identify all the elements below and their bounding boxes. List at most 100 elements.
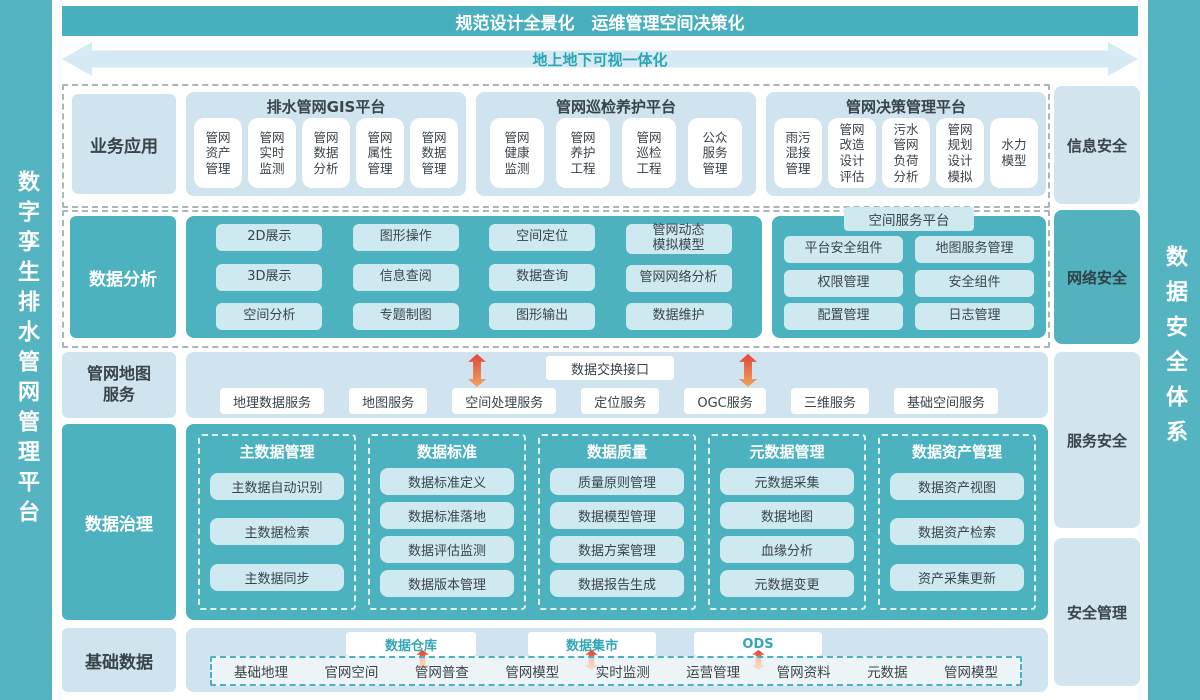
card: 数据查询 [489,263,596,291]
card: 地图服务管理 [915,236,1034,263]
spatial-service-platform-tab: 空间服务平台 [844,207,974,231]
card: 数据资产视图 [890,473,1024,501]
card: 2D展示 [216,224,323,251]
map-service-items: 地理数据服务 地图服务 空间处理服务 定位服务 OGC服务 三维服务 基础空间服… [220,388,998,414]
left-platform-bar: 数字孪生排水管网管理平台 [0,0,52,700]
card: 数据版本管理 [380,569,514,597]
service-item: 定位服务 [581,388,660,414]
card: 数据地图 [720,501,854,529]
column-items: 元数据采集 数据地图 血缘分析 元数据变更 [720,464,854,600]
card: 图形输出 [489,303,596,330]
column-title: 元数据管理 [749,443,825,461]
card: 资产采集更新 [890,563,1024,591]
base-item: 管网模型 [944,665,998,681]
card: 3D展示 [216,263,323,291]
base-data-band: 基础地理 官网空间 管网普查 管网模型 实时监测 运营管理 管网资料 元数据 管… [210,656,1022,686]
base-item: 官网空间 [324,665,379,681]
card: 管网 养护 工程 [556,118,610,188]
card: 元数据变更 [720,569,854,597]
card: 数据资产检索 [890,518,1024,546]
card: 管网 巡检 工程 [622,118,676,188]
card: 雨污 混接 管理 [774,118,822,188]
security-box-information: 信息安全 [1054,86,1140,204]
governance-panel: 主数据管理 主数据自动识别 主数据检索 主数据同步 数据标准 数据标准定义 数据… [186,424,1048,620]
right-security-title: 数据安全体系 [1162,245,1187,455]
card: 公众 服务 管理 [688,118,742,188]
card: 数据方案管理 [550,535,684,563]
card: 管网 属性 管理 [356,118,404,188]
service-item: 三维服务 [790,388,869,414]
card: 管网网络分析 [625,264,732,292]
row-label-map-service: 管网地图 服务 [62,352,176,418]
column-items: 主数据自动识别 主数据检索 主数据同步 [210,464,344,600]
security-box-network: 网络安全 [1054,210,1140,344]
spatial-service-column: 地图服务管理 安全组件 日志管理 [915,236,1034,330]
service-item: 地理数据服务 [220,388,325,414]
card: 污水 管网 负荷 分析 [882,118,930,188]
card: 空间分析 [216,303,323,330]
card: 配置管理 [784,303,903,330]
row-label-analysis: 数据分析 [70,216,176,338]
card: 数据标准落地 [380,501,514,529]
governance-column-data-standard: 数据标准 数据标准定义 数据标准落地 数据评估监测 数据版本管理 [368,434,526,610]
exchange-arrow-icon [739,354,757,387]
group-title: 管网决策管理平台 [845,98,966,116]
card: 水力 模型 [990,118,1038,188]
card: 管网 数据 分析 [302,118,350,188]
card: 数据维护 [625,303,732,330]
row-label-business: 业务应用 [72,94,176,194]
card: 管网 健康 监测 [490,118,544,188]
group-gis-platform: 排水管网GIS平台 管网 资产 管理 管网 实时 监测 管网 数据 分析 管网 … [186,92,466,196]
service-item: 地图服务 [349,388,428,414]
data-warehouse-box: 数据仓库 [346,632,476,656]
card: 主数据自动识别 [210,473,344,501]
column-items: 数据资产视图 数据资产检索 资产采集更新 [890,464,1024,600]
analysis-column: 管网动态 模拟模型 管网网络分析 数据维护 [625,223,732,330]
card: 管网 改造 设计 评估 [828,118,876,188]
card: 图形操作 [352,224,459,251]
exchange-arrow-icon [468,354,486,387]
column-title: 主数据管理 [239,443,315,461]
spatial-service-platform: 空间服务平台 平台安全组件 权限管理 配置管理 地图服务管理 安全组件 日志管理 [772,207,1046,338]
card: 元数据采集 [720,467,854,495]
column-title: 数据资产管理 [911,443,1002,461]
card: 管网 资产 管理 [194,118,242,188]
card: 安全组件 [915,269,1034,297]
governance-column-metadata: 元数据管理 元数据采集 数据地图 血缘分析 元数据变更 [708,434,866,610]
column-title: 数据标准 [416,443,477,461]
base-item: 管网普查 [414,665,469,681]
analysis-column: 空间定位 数据查询 图形输出 [489,224,596,330]
base-item: 元数据 [867,665,908,681]
card: 数据模型管理 [550,501,684,529]
security-box-management: 安全管理 [1054,538,1140,686]
base-item: 基础地理 [234,665,288,681]
card: 管网 规划 设计 模拟 [936,118,984,188]
security-box-service: 服务安全 [1054,352,1140,528]
business-row-frame [62,84,1050,208]
governance-column-data-asset: 数据资产管理 数据资产视图 数据资产检索 资产采集更新 [878,434,1036,610]
card: 信息查阅 [352,263,459,291]
group-title: 排水管网GIS平台 [266,98,386,116]
column-title: 数据质量 [586,443,647,461]
banner-title: 地上地下可视一体化 [532,50,668,69]
base-item: 管网资料 [776,665,831,681]
service-item: 空间处理服务 [452,388,557,414]
group-title: 管网巡检养护平台 [555,98,676,116]
map-service-panel: 数据交换接口 地理数据服务 地图服务 空间处理服务 定位服务 OGC服务 三维服… [186,352,1048,418]
analysis-row-frame [62,210,1050,348]
card: 血缘分析 [720,535,854,563]
spatial-service-columns: 平台安全组件 权限管理 配置管理 地图服务管理 安全组件 日志管理 [784,236,1034,330]
page-title: 规范设计全景化 运维管理空间决策化 [62,6,1138,36]
column-items: 质量原则管理 数据模型管理 数据方案管理 数据报告生成 [550,464,684,600]
card: 日志管理 [915,303,1034,330]
row-label-base-data: 基础数据 [62,628,176,692]
governance-column-master-data: 主数据管理 主数据自动识别 主数据检索 主数据同步 [198,434,356,610]
base-item: 实时监测 [595,665,650,681]
service-item: OGC服务 [684,388,766,414]
analysis-panel: 2D展示 3D展示 空间分析 图形操作 信息查阅 专题制图 空间定位 数据查询 … [186,216,762,338]
card: 主数据同步 [210,563,344,591]
card: 专题制图 [352,303,459,330]
analysis-column: 2D展示 3D展示 空间分析 [216,224,323,330]
base-item: 管网模型 [505,665,560,681]
card: 数据标准定义 [380,467,514,495]
